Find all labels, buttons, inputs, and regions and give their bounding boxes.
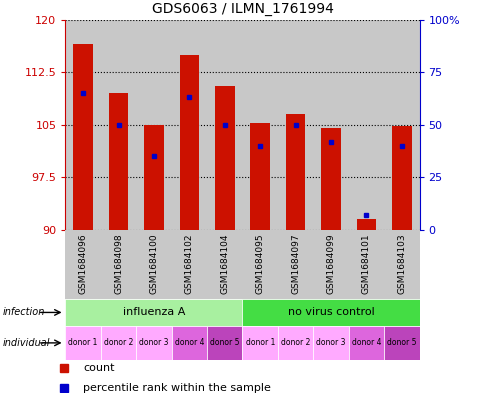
Bar [101,230,136,299]
Bar [383,20,419,230]
Text: GSM1684096: GSM1684096 [78,233,88,294]
Text: donor 2: donor 2 [104,338,133,347]
Bar [171,20,207,230]
Bar [348,230,383,299]
Bar [73,44,93,230]
Bar [391,126,411,230]
Bar [277,20,313,230]
Title: GDS6063 / ILMN_1761994: GDS6063 / ILMN_1761994 [151,2,333,16]
Bar [65,230,101,299]
Bar [207,326,242,360]
Text: donor 4: donor 4 [174,338,204,347]
Bar [313,326,348,360]
Bar [65,326,101,360]
Text: GSM1684095: GSM1684095 [255,233,264,294]
Bar [242,326,277,360]
Bar [242,230,277,299]
Text: GSM1684097: GSM1684097 [290,233,300,294]
Text: count: count [83,364,115,373]
Text: GSM1684102: GSM1684102 [184,233,194,294]
Bar [313,230,348,299]
Bar [65,299,242,326]
Bar [348,20,383,230]
Bar [277,326,313,360]
Text: GSM1684099: GSM1684099 [326,233,335,294]
Text: GSM1684098: GSM1684098 [114,233,123,294]
Text: donor 3: donor 3 [139,338,168,347]
Text: donor 5: donor 5 [386,338,416,347]
Bar [348,326,383,360]
Bar [101,326,136,360]
Bar [383,326,419,360]
Text: individual: individual [2,338,50,348]
Bar [313,20,348,230]
Bar [383,230,419,299]
Bar [101,20,136,230]
Text: GSM1684101: GSM1684101 [361,233,370,294]
Text: GSM1684103: GSM1684103 [396,233,406,294]
Bar [285,114,305,230]
Bar [108,93,128,230]
Text: donor 1: donor 1 [68,338,98,347]
Text: donor 5: donor 5 [210,338,239,347]
Text: GSM1684100: GSM1684100 [149,233,158,294]
Text: GSM1684104: GSM1684104 [220,233,229,294]
Bar [171,326,207,360]
Text: percentile rank within the sample: percentile rank within the sample [83,383,271,393]
Bar [242,299,419,326]
Bar [65,20,101,230]
Bar [144,125,164,230]
Bar [136,230,171,299]
Bar [214,86,234,230]
Text: donor 1: donor 1 [245,338,274,347]
Text: donor 2: donor 2 [280,338,310,347]
Bar [207,230,242,299]
Bar [356,219,376,230]
Bar [320,128,340,230]
Text: influenza A: influenza A [122,307,185,318]
Text: no virus control: no virus control [287,307,374,318]
Text: donor 3: donor 3 [316,338,345,347]
Bar [250,123,270,230]
Text: infection: infection [2,307,45,318]
Bar [277,230,313,299]
Bar [242,20,277,230]
Bar [136,20,171,230]
Bar [136,326,171,360]
Text: donor 4: donor 4 [351,338,380,347]
Bar [179,55,199,230]
Bar [207,20,242,230]
Bar [171,230,207,299]
